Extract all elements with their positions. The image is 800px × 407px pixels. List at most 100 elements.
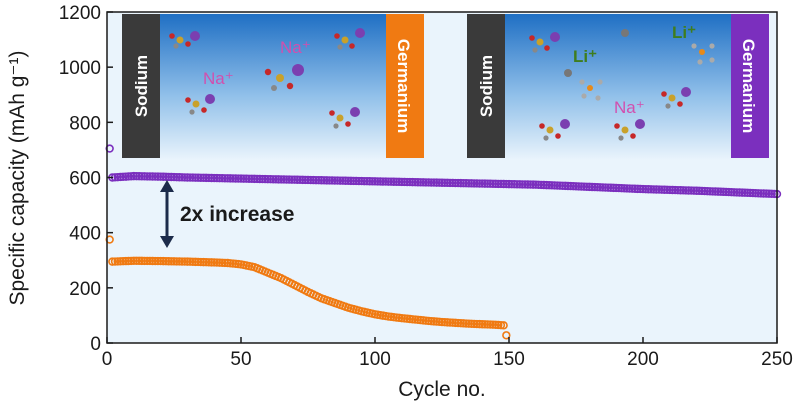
data-point: [129, 171, 139, 181]
data-point: [330, 176, 339, 185]
data-point: [394, 177, 404, 187]
data-point: [295, 175, 305, 185]
data-point: [169, 257, 179, 266]
data-point: [381, 177, 390, 186]
data-point: [397, 177, 406, 187]
data-point: [140, 256, 149, 266]
increase-arrow-down-head: [160, 236, 174, 248]
data-point: [362, 176, 372, 186]
data-point: [344, 176, 353, 186]
data-point: [445, 318, 455, 327]
sodium-electrode-right: [467, 14, 505, 158]
data-point: [185, 257, 195, 266]
data-point: [215, 173, 224, 183]
data-point: [767, 189, 776, 199]
data-point: [440, 318, 449, 327]
data-point: [437, 317, 447, 327]
data-point: [480, 179, 490, 188]
molecule-icon: [529, 29, 715, 141]
data-point: [370, 177, 380, 186]
data-point: [126, 256, 136, 266]
data-point: [116, 257, 125, 266]
data-point: [159, 172, 168, 181]
data-point: [469, 319, 479, 329]
data-point: [175, 257, 184, 266]
data-point: [630, 184, 640, 193]
data-point: [255, 174, 264, 184]
data-point: [151, 256, 160, 266]
data-point: [539, 180, 549, 190]
data-point: [212, 258, 222, 267]
data-point: [306, 175, 315, 185]
data-point: [164, 257, 173, 266]
data-point: [193, 173, 203, 182]
data-point: [349, 176, 358, 186]
data-point: [719, 187, 728, 197]
data-point: [494, 179, 503, 189]
data-point: [159, 256, 168, 266]
data-point: [483, 179, 492, 188]
germanium-label-right: Germanium: [739, 39, 758, 133]
data-point: [499, 321, 508, 330]
data-point: [566, 181, 575, 191]
data-point: [193, 257, 203, 267]
data-point: [593, 183, 602, 192]
data-point: [437, 178, 447, 187]
data-point: [451, 178, 460, 188]
x-tick-label: 150: [493, 349, 525, 370]
data-point: [464, 319, 473, 328]
data-point: [520, 180, 530, 189]
data-point: [204, 258, 214, 267]
data-point: [716, 187, 725, 196]
data-point: [210, 173, 219, 183]
data-point: [480, 320, 490, 329]
data-point: [440, 178, 449, 187]
ion-label-li-right-2: Li⁺: [573, 47, 597, 66]
data-point: [228, 174, 238, 183]
data-point: [137, 172, 147, 181]
data-point: [201, 173, 211, 183]
data-point: [713, 187, 723, 196]
data-point: [191, 257, 200, 267]
data-point: [451, 318, 460, 328]
data-point: [469, 179, 479, 188]
data-point: [335, 176, 345, 185]
series-0: [105, 144, 782, 199]
data-point: [167, 257, 176, 266]
data-point: [547, 181, 557, 190]
data-point: [373, 177, 382, 186]
x-tick-label: 50: [230, 349, 251, 370]
data-point: [732, 188, 741, 197]
data-point: [325, 176, 334, 185]
data-point: [670, 185, 680, 195]
x-axis-title: Cycle no.: [398, 378, 486, 401]
increase-label: 2x increase: [180, 203, 294, 226]
data-point: [183, 173, 192, 182]
data-point: [210, 258, 219, 267]
data-point: [263, 174, 272, 184]
data-point: [118, 257, 128, 266]
data-point: [354, 176, 364, 186]
data-point: [196, 257, 206, 267]
data-point: [277, 175, 286, 184]
data-point: [700, 186, 709, 196]
data-point: [199, 173, 208, 183]
data-point: [705, 187, 715, 196]
data-point: [496, 179, 506, 189]
data-point: [148, 172, 157, 181]
data-point: [472, 319, 482, 329]
data-point: [620, 184, 629, 193]
data-point: [212, 173, 222, 183]
data-point: [515, 180, 524, 189]
data-point: [762, 189, 771, 198]
data-point: [247, 174, 256, 184]
data-point: [110, 257, 120, 266]
data-point: [108, 257, 117, 266]
data-point: [239, 174, 248, 183]
inset-panel-right: Sodium Germanium Li⁺ Li⁺ Na⁺: [467, 14, 769, 160]
data-point: [665, 185, 674, 195]
data-point: [467, 179, 476, 188]
data-point: [582, 182, 591, 191]
data-point: [499, 179, 508, 189]
